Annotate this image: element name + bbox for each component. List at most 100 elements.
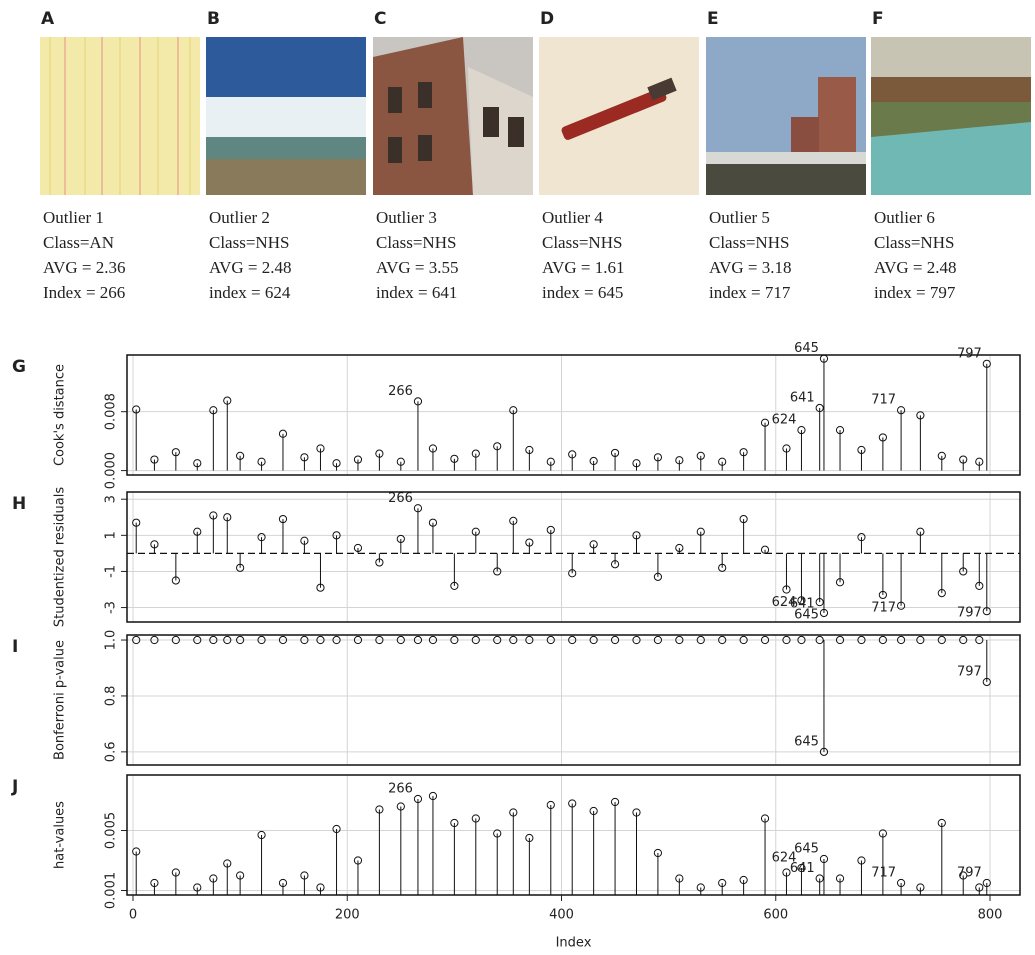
- y-tick-label: 0.008: [104, 393, 119, 430]
- point: [857, 445, 866, 455]
- annotation: 266: [388, 491, 413, 506]
- point: [332, 635, 341, 645]
- point: [300, 871, 309, 880]
- point: [509, 516, 518, 525]
- point: [815, 598, 824, 607]
- point: [428, 791, 438, 801]
- point: [696, 883, 705, 892]
- panel-letter: I: [12, 637, 18, 657]
- y-axis-label: Cook's distance: [53, 364, 68, 466]
- point: [653, 453, 663, 462]
- caption-line: AVG = 3.55: [376, 258, 458, 277]
- point: [413, 635, 423, 645]
- point: [760, 545, 770, 554]
- point: [568, 635, 577, 645]
- point: [193, 459, 202, 468]
- panel-letter: H: [12, 494, 26, 514]
- caption-line: index = 717: [709, 283, 791, 302]
- point: [171, 576, 180, 585]
- point: [493, 829, 502, 838]
- caption-line: Outlier 2: [209, 208, 270, 227]
- caption-line: AVG = 1.61: [542, 258, 624, 277]
- point: [653, 635, 663, 645]
- point: [316, 583, 325, 592]
- point: [316, 883, 325, 892]
- point: [428, 444, 438, 453]
- annotation: 717: [871, 866, 896, 881]
- point: [878, 590, 887, 600]
- point: [278, 514, 288, 524]
- annotation: 641: [790, 597, 815, 612]
- point: [896, 878, 906, 888]
- point: [878, 829, 887, 838]
- point: [223, 396, 232, 405]
- y-tick-label: -3: [104, 601, 119, 614]
- caption-line: AVG = 2.48: [874, 258, 956, 277]
- annotation: 717: [871, 393, 896, 408]
- annotation: 266: [388, 782, 413, 797]
- caption-line: Outlier 3: [376, 208, 437, 227]
- point: [610, 797, 620, 807]
- caption-line: index = 797: [874, 283, 956, 302]
- point: [819, 747, 829, 756]
- point: [171, 448, 180, 457]
- point: [916, 411, 925, 420]
- point: [878, 635, 887, 645]
- point: [525, 445, 534, 455]
- point: [375, 558, 384, 567]
- point: [959, 635, 968, 645]
- caption-line: Index = 266: [43, 283, 125, 302]
- caption-line: AVG = 2.48: [209, 258, 291, 277]
- point: [509, 406, 518, 415]
- y-tick-label: 0.001: [104, 872, 119, 909]
- panel-letter: E: [707, 9, 719, 29]
- point: [278, 635, 288, 645]
- point: [193, 635, 202, 645]
- point: [589, 540, 598, 549]
- point: [300, 453, 309, 462]
- point: [471, 449, 480, 458]
- point: [209, 406, 218, 415]
- point: [171, 868, 180, 877]
- point: [610, 448, 620, 458]
- point: [525, 635, 534, 645]
- point: [150, 540, 159, 549]
- point: [525, 833, 534, 843]
- caption-line: Class=NHS: [874, 233, 954, 252]
- caption-line: Class=NHS: [209, 233, 289, 252]
- point: [171, 635, 180, 645]
- point: [132, 518, 141, 527]
- point: [471, 635, 480, 645]
- annotation: 641: [790, 861, 815, 876]
- x-tick-label: 800: [978, 908, 1003, 923]
- x-axis-label: Index: [556, 936, 592, 951]
- plot-frame: [126, 354, 1021, 476]
- point: [150, 878, 159, 888]
- caption-line: Outlier 6: [874, 208, 935, 227]
- point: [471, 527, 480, 536]
- point: [209, 874, 218, 883]
- point: [815, 403, 824, 413]
- point: [982, 607, 991, 616]
- y-tick-label: -1: [104, 565, 119, 578]
- point: [835, 635, 845, 645]
- point: [835, 578, 845, 587]
- point: [450, 454, 459, 463]
- point: [396, 534, 405, 544]
- point: [525, 538, 534, 547]
- point: [223, 513, 232, 522]
- point: [959, 567, 968, 576]
- x-tick-label: 200: [335, 908, 360, 923]
- annotation: 624: [772, 851, 797, 866]
- y-axis-label: Bonferroni p-value: [53, 640, 68, 760]
- point: [193, 527, 202, 536]
- point: [493, 567, 502, 576]
- point: [797, 596, 806, 605]
- point: [257, 457, 266, 466]
- point: [959, 871, 968, 880]
- point: [653, 572, 663, 581]
- point: [975, 581, 984, 590]
- caption-line: AVG = 3.18: [709, 258, 791, 277]
- y-tick-label: 0.6: [104, 742, 119, 763]
